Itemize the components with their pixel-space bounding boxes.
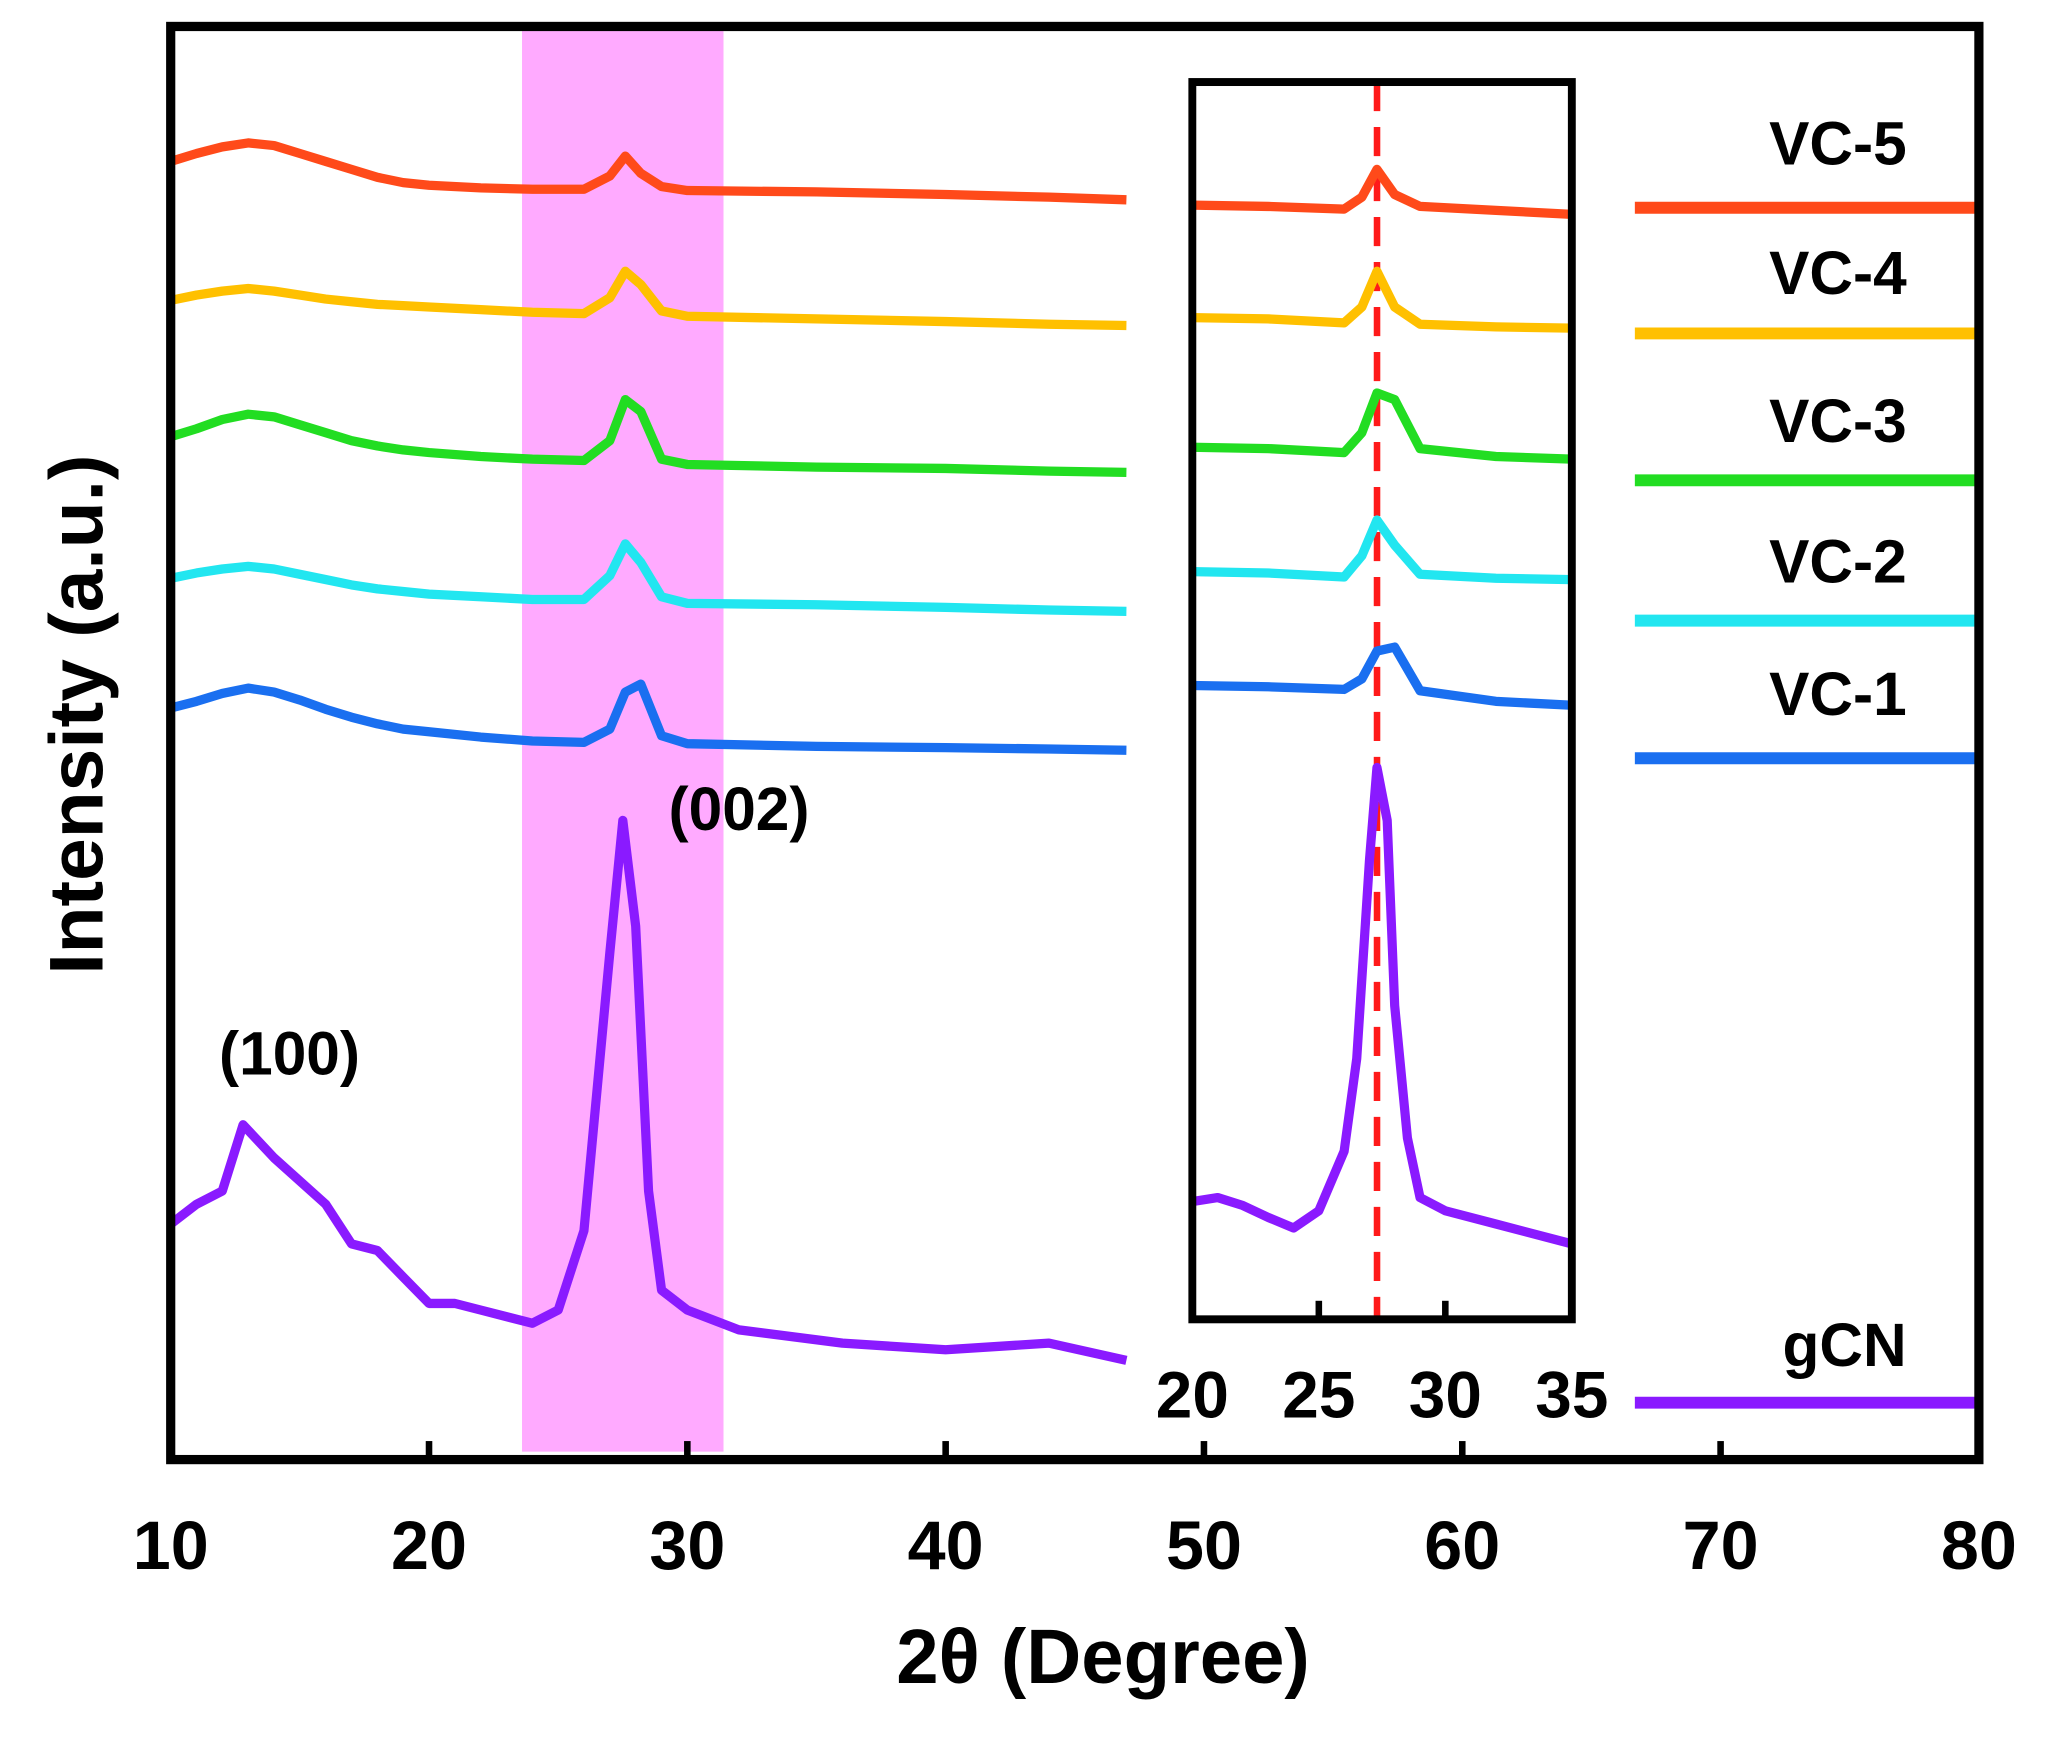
x-tick-label: 70 xyxy=(1683,1507,1759,1584)
data-line xyxy=(169,539,1127,616)
legend-label: VC-4 xyxy=(1769,239,1907,307)
inset: 20 25 30 35 xyxy=(1156,78,1608,1432)
legend-label: VC-1 xyxy=(1769,660,1907,728)
data-line xyxy=(1192,388,1572,464)
data-line xyxy=(1192,266,1572,333)
legend-label: VC-5 xyxy=(1769,109,1907,177)
legend-label: VC-2 xyxy=(1769,527,1907,595)
data-line xyxy=(167,815,1128,1365)
data-line xyxy=(1192,164,1573,219)
x-tick-label: 10 xyxy=(133,1507,209,1584)
x-tick-label: 30 xyxy=(1409,1357,1482,1431)
data-line xyxy=(169,679,1127,755)
legend-label: gCN xyxy=(1783,1311,1907,1379)
data-line xyxy=(169,266,1127,331)
plot-frame xyxy=(1188,78,1576,1324)
main-plot: 10 20 30 40 50 60 70 80 VC-5 VC-4 VC-3 VC-2 VC-1 gCN (… xyxy=(133,21,2017,1584)
data-line xyxy=(169,395,1127,478)
annotation: (100) xyxy=(219,1019,360,1087)
x-tick-label: 20 xyxy=(391,1507,467,1584)
annotation: (002) xyxy=(669,775,810,843)
data-line xyxy=(1192,642,1573,710)
x-tick-label: 80 xyxy=(1941,1507,2017,1584)
y-axis-title: Intensity (a.u.) xyxy=(35,455,120,975)
x-tick-label: 35 xyxy=(1535,1357,1608,1431)
x-axis-title: 2θ (Degree) xyxy=(896,1615,1310,1700)
x-tick-label: 60 xyxy=(1424,1507,1500,1584)
data-line xyxy=(1192,515,1572,585)
x-tick-label: 20 xyxy=(1156,1357,1229,1431)
x-tick-label: 50 xyxy=(1166,1507,1242,1584)
x-tick-label: 30 xyxy=(649,1507,725,1584)
plot-frame xyxy=(166,21,1984,1465)
x-tick-label: 40 xyxy=(908,1507,984,1584)
legend-label: VC-3 xyxy=(1769,387,1907,455)
x-tick-label: 25 xyxy=(1282,1357,1355,1431)
data-line xyxy=(169,138,1127,205)
data-line xyxy=(1191,762,1573,1249)
